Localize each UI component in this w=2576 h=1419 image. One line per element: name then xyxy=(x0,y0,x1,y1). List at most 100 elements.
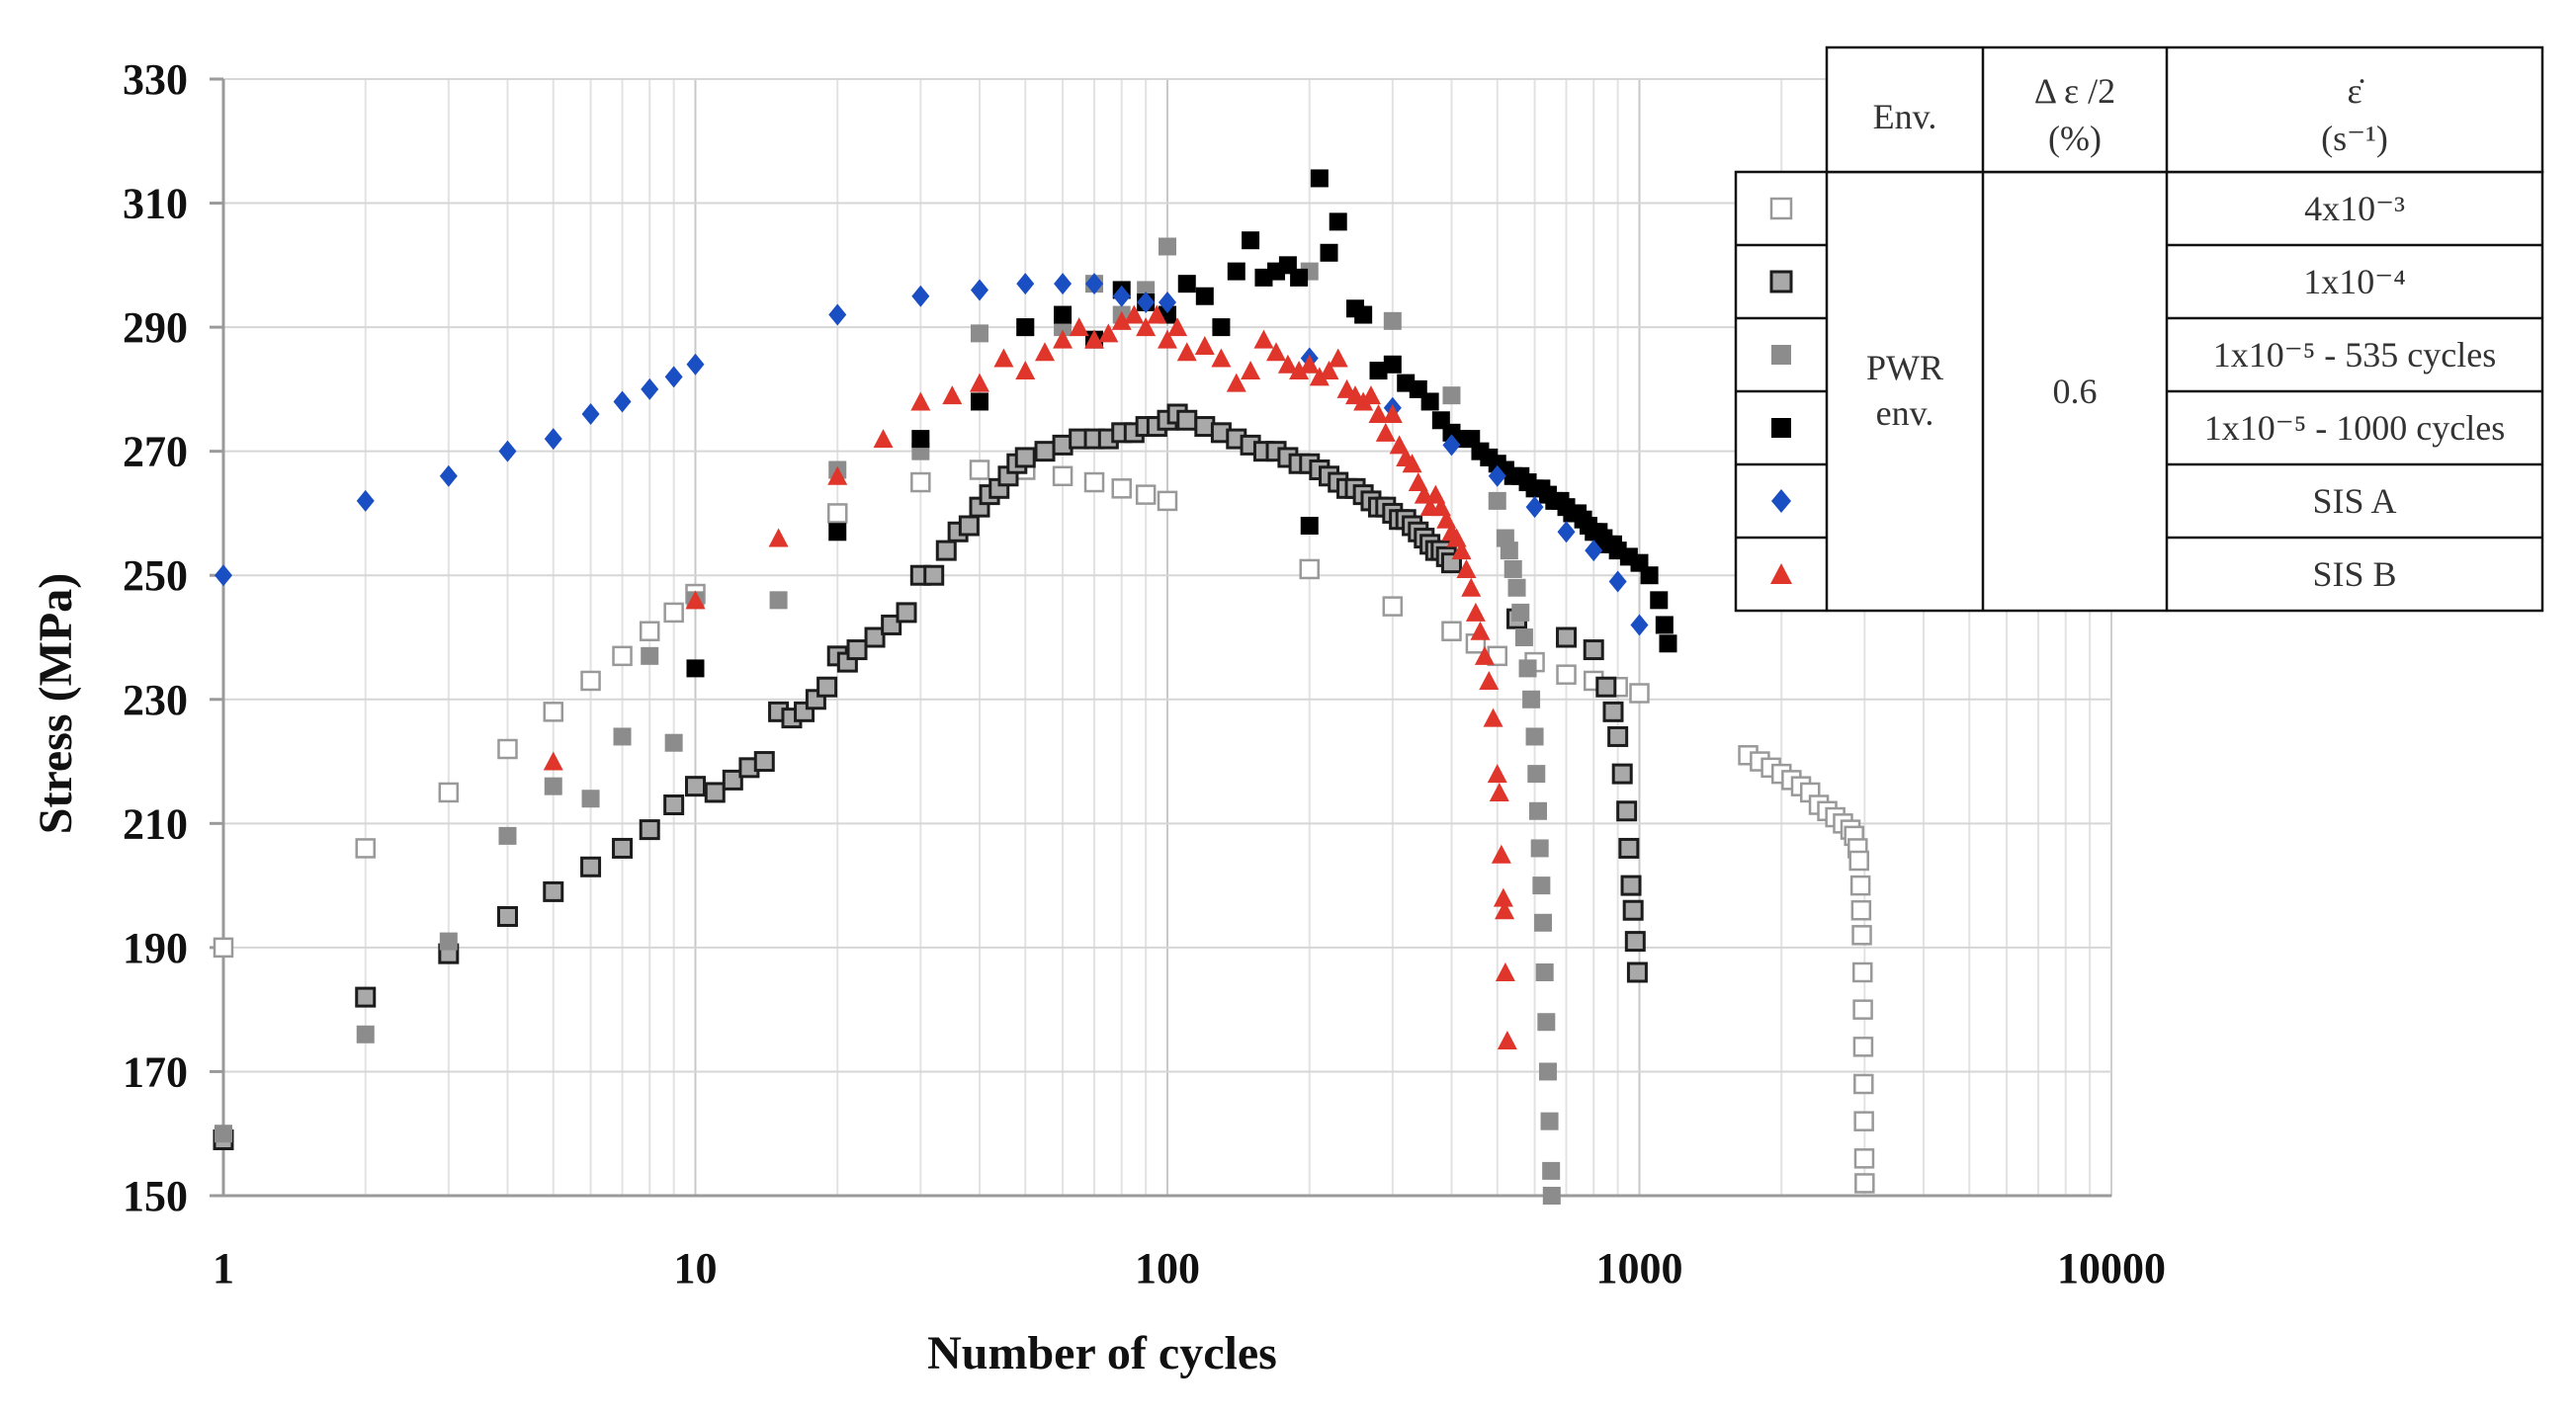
data-point xyxy=(1369,362,1388,380)
legend-marker xyxy=(1771,489,1791,513)
y-tick-label: 210 xyxy=(123,799,188,848)
series-layer xyxy=(213,169,1875,1205)
data-point xyxy=(543,751,563,771)
data-point xyxy=(969,459,990,480)
data-point xyxy=(685,590,706,610)
data-point xyxy=(1487,764,1507,784)
data-point xyxy=(1227,262,1245,281)
data-point xyxy=(1375,422,1396,442)
data-point xyxy=(768,528,789,547)
data-point xyxy=(1241,361,1261,380)
x-tick-label: 10 xyxy=(674,1244,718,1293)
data-point xyxy=(1522,690,1541,709)
legend-series-label: 1x10⁻⁴ xyxy=(2303,262,2406,301)
legend-strain-value: 0.6 xyxy=(2053,372,2098,411)
legend-header-env: Env. xyxy=(1873,97,1937,136)
data-point xyxy=(1518,659,1537,678)
y-tick-label: 190 xyxy=(123,924,188,972)
data-point xyxy=(1535,963,1554,981)
data-point xyxy=(1195,287,1214,305)
data-point xyxy=(1085,273,1104,295)
data-point xyxy=(1527,765,1546,784)
data-point xyxy=(1300,517,1319,535)
data-point xyxy=(1194,335,1215,355)
data-point xyxy=(1389,435,1410,455)
data-point xyxy=(1159,237,1176,256)
data-point xyxy=(1277,354,1298,374)
data-point xyxy=(910,471,931,493)
data-point xyxy=(1456,558,1477,578)
data-point xyxy=(1853,1111,1874,1131)
series-2 xyxy=(213,403,1648,1150)
data-point xyxy=(1383,311,1402,330)
data-point xyxy=(1135,484,1157,505)
data-point xyxy=(1124,304,1145,324)
data-point xyxy=(1557,521,1576,543)
data-point xyxy=(1137,292,1156,313)
legend-env-line1: PWR xyxy=(1866,348,1943,387)
data-point xyxy=(911,285,930,307)
data-point xyxy=(1451,541,1472,560)
data-point xyxy=(1442,386,1461,405)
x-tick-label: 1000 xyxy=(1596,1244,1683,1293)
data-point xyxy=(1212,318,1231,337)
data-point xyxy=(827,465,848,485)
data-point xyxy=(1014,447,1036,468)
data-point xyxy=(1503,559,1522,578)
data-point xyxy=(970,392,988,411)
data-point xyxy=(613,390,632,413)
legend-marker xyxy=(1769,270,1793,293)
data-point xyxy=(769,591,788,610)
data-point xyxy=(1851,961,1873,983)
data-point xyxy=(663,794,685,815)
data-point xyxy=(1525,727,1544,746)
y-tick-label: 150 xyxy=(123,1172,188,1220)
data-point xyxy=(356,1025,375,1043)
data-point xyxy=(1402,454,1422,473)
data-point xyxy=(355,986,377,1008)
data-point xyxy=(970,279,988,301)
data-point xyxy=(1382,404,1403,423)
legend-marker xyxy=(1769,197,1793,220)
data-point xyxy=(1176,409,1198,431)
data-point xyxy=(641,646,659,665)
legend-series-label: 1x10⁻⁵ - 1000 cycles xyxy=(2204,408,2506,448)
y-tick-label: 230 xyxy=(123,676,188,724)
data-point xyxy=(1470,621,1491,640)
data-point xyxy=(496,906,518,927)
data-point xyxy=(439,464,458,487)
legend-header-strain: Δ ε /2 xyxy=(2034,71,2115,111)
data-point xyxy=(639,621,660,641)
data-point xyxy=(1629,683,1650,704)
data-point xyxy=(1211,348,1232,368)
data-point xyxy=(1360,385,1381,405)
data-point xyxy=(1226,373,1246,392)
data-point xyxy=(1602,701,1624,722)
data-point xyxy=(1329,212,1347,231)
data-point xyxy=(1299,558,1320,580)
data-point xyxy=(612,837,634,859)
data-point xyxy=(498,440,517,462)
data-point xyxy=(828,303,847,326)
data-point xyxy=(1854,1173,1875,1194)
data-point xyxy=(580,670,601,692)
data-point xyxy=(1328,348,1348,368)
y-tick-label: 250 xyxy=(123,551,188,600)
data-point xyxy=(1500,542,1518,560)
data-point xyxy=(1491,844,1511,864)
data-point xyxy=(1147,304,1167,324)
data-point xyxy=(1851,925,1872,946)
data-point xyxy=(1585,540,1603,562)
data-point xyxy=(213,937,234,959)
data-point xyxy=(1176,342,1197,362)
data-point xyxy=(896,602,917,624)
data-point xyxy=(664,733,683,752)
data-point xyxy=(816,676,838,698)
data-point xyxy=(1320,243,1338,262)
legend-table: Env. Δ ε /2 (%) ε̇ (s⁻¹) PWR env. 0.6 4x10⁻³ 1x10… xyxy=(1734,45,2544,613)
data-point xyxy=(1069,317,1089,337)
data-point xyxy=(1098,323,1119,343)
data-point xyxy=(1177,275,1196,293)
data-point xyxy=(1015,361,1036,380)
data-point xyxy=(1538,1062,1557,1081)
